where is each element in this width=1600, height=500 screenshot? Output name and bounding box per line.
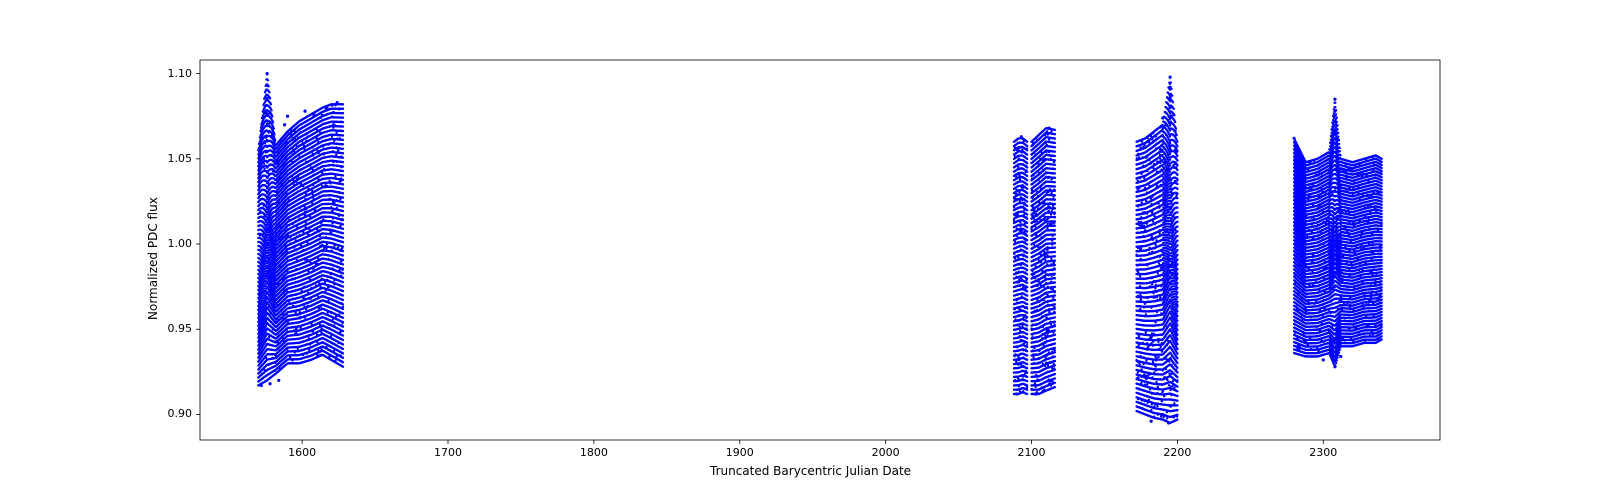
- x-tick-label: 1700: [434, 446, 462, 459]
- y-tick-label: 1.00: [168, 237, 193, 250]
- x-tick-label: 2100: [1018, 446, 1046, 459]
- y-tick-label: 1.05: [168, 152, 193, 165]
- x-axis-label: Truncated Barycentric Julian Date: [710, 464, 911, 478]
- x-tick-label: 1900: [726, 446, 754, 459]
- y-tick-label: 0.95: [168, 322, 193, 335]
- x-tick-label: 2300: [1309, 446, 1337, 459]
- y-tick-label: 0.90: [168, 407, 193, 420]
- y-axis-label: Normalized PDC flux: [146, 197, 160, 320]
- light-curve-chart: Truncated Barycentric Julian Date Normal…: [0, 0, 1600, 500]
- x-tick-label: 1600: [288, 446, 316, 459]
- x-tick-label: 2200: [1163, 446, 1191, 459]
- y-tick-label: 1.10: [168, 67, 193, 80]
- scatter-plot-svg: [0, 0, 1600, 500]
- x-tick-label: 2000: [872, 446, 900, 459]
- x-tick-label: 1800: [580, 446, 608, 459]
